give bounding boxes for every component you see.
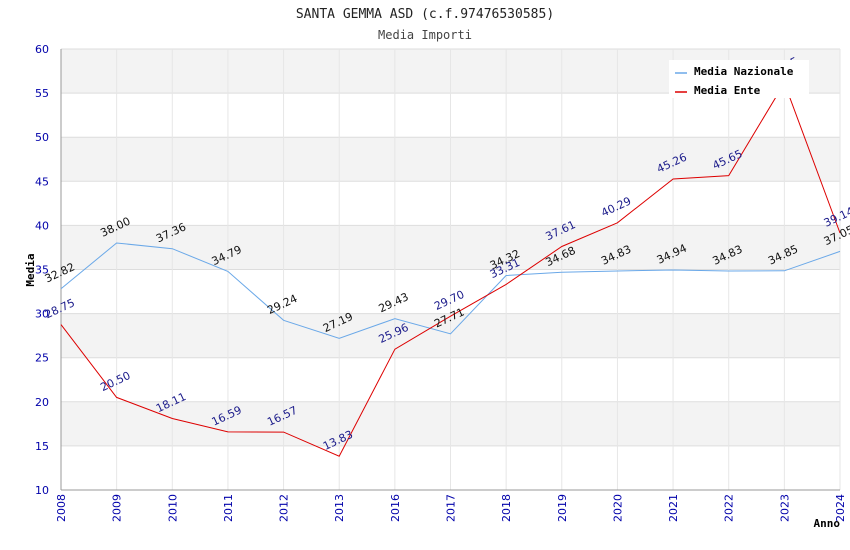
x-tick-label: 2013	[333, 494, 346, 522]
y-tick-label: 55	[35, 87, 49, 100]
axes	[60, 49, 840, 491]
legend-label-ente: Media Ente	[694, 84, 761, 97]
y-tick-label: 15	[35, 440, 49, 453]
y-tick-label: 25	[35, 352, 49, 365]
x-axis-ticks: 2008 2009 2010 2011 2012 2013 2016 2017 2018 2019…	[55, 494, 847, 522]
x-tick-label: 2022	[723, 494, 736, 522]
series-line-nazionale	[60, 242, 841, 339]
x-tick-label: 2017	[445, 494, 458, 522]
series-line-ente	[60, 81, 841, 457]
x-tick-label: 2012	[278, 494, 291, 522]
legend: Media Nazionale Media Ente	[669, 60, 809, 98]
y-tick-label: 60	[35, 43, 49, 56]
y-axis-ticks: 10 15 20 25 30 35 40 45 50 55 60	[35, 43, 49, 497]
y-tick-label: 45	[35, 175, 49, 188]
y-tick-label: 35	[35, 264, 49, 277]
x-tick-label: 2008	[55, 494, 68, 522]
y-tick-label: 20	[35, 396, 49, 409]
x-tick-label: 2021	[667, 494, 680, 522]
x-tick-label: 2020	[611, 494, 624, 522]
chart-subtitle: Media Importi	[378, 28, 472, 42]
series-lines	[60, 81, 841, 457]
legend-label-nazionale: Media Nazionale	[694, 65, 794, 78]
chart-title: SANTA GEMMA ASD (c.f.97476530585)	[296, 7, 554, 22]
legend-box	[669, 60, 809, 98]
x-tick-label: 2009	[111, 494, 124, 522]
x-tick-label: 2024	[834, 494, 847, 522]
y-axis-label: Media	[24, 253, 37, 286]
x-tick-label: 2019	[556, 494, 569, 522]
x-tick-label: 2010	[166, 494, 179, 522]
x-tick-label: 2023	[778, 494, 791, 522]
x-tick-label: 2018	[500, 494, 513, 522]
y-tick-label: 30	[35, 308, 49, 321]
x-tick-label: 2011	[222, 494, 235, 522]
y-tick-label: 10	[35, 484, 49, 497]
x-axis-label: Anno	[814, 517, 841, 530]
y-tick-label: 40	[35, 219, 49, 232]
y-tick-label: 50	[35, 131, 49, 144]
x-tick-label: 2016	[389, 494, 402, 522]
